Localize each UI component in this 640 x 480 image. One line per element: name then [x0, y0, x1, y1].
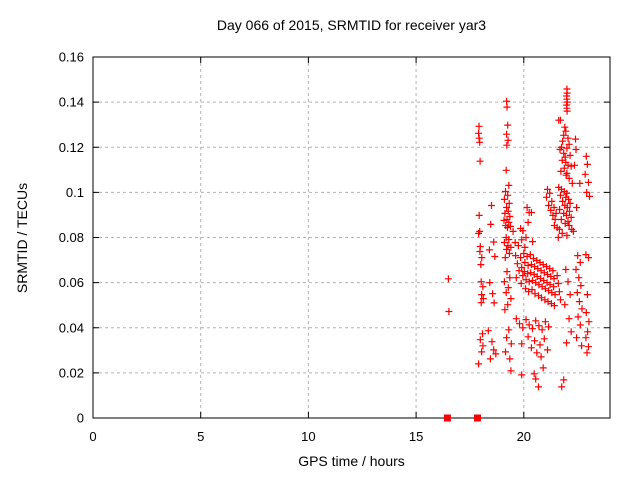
y-tick-label: 0.16	[59, 50, 84, 65]
chart-title: Day 066 of 2015, SRMTID for receiver yar…	[216, 17, 487, 33]
y-tick-label: 0.04	[59, 320, 84, 335]
x-tick-label: 10	[301, 429, 315, 444]
y-tick-label: 0.1	[66, 185, 84, 200]
zero-value-marker	[474, 414, 481, 422]
x-tick-label: 0	[89, 429, 96, 444]
y-axis-title: SRMTID / TECUs	[14, 182, 30, 294]
axis-tick-marks	[92, 56, 610, 419]
y-tick-label: 0.12	[59, 140, 84, 155]
x-tick-label: 20	[517, 429, 531, 444]
scatter-points	[444, 85, 593, 391]
x-axis-title: GPS time / hours	[298, 453, 405, 469]
grid-lines	[92, 56, 610, 419]
y-tick-label: 0.08	[59, 230, 84, 245]
zero-value-marker	[443, 414, 451, 422]
y-tick-label: 0.06	[59, 275, 84, 290]
y-tick-label: 0.02	[59, 365, 84, 380]
x-tick-label: 5	[197, 429, 204, 444]
y-tick-label: 0	[77, 411, 84, 426]
x-tick-label: 15	[409, 429, 423, 444]
y-tick-label: 0.14	[59, 95, 84, 110]
